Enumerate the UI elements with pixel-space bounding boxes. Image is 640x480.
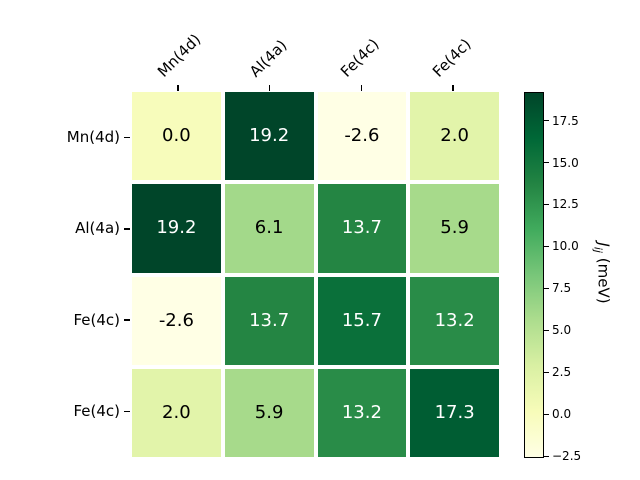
colorbar-tick-mark [544,203,549,206]
colorbar-tick-mark [544,119,549,122]
heatmap-grid: 0.0 19.2 -2.6 2.0 19.2 6.1 13.7 5.9 -2.6 13.7 15.7… [132,92,499,457]
heatmap-cell: 6.1 [224,184,314,273]
heatmap-cell: -2.6 [132,276,221,365]
colorbar-tick-mark [544,455,549,457]
y-tick-mark [124,319,130,321]
colorbar-tick-mark [544,371,549,373]
colorbar-tick-label: 2.5 [552,365,572,380]
heatmap-cell: 13.7 [317,184,407,273]
colorbar-tick-mark [544,161,549,164]
y-tick-label: Mn(4d) [66,128,120,147]
x-tick-mark [360,85,363,91]
heatmap-cell: 15.7 [317,276,407,365]
heatmap-cell: 13.2 [410,276,499,365]
colorbar-axis-label: Jij (meV) [592,242,613,303]
colorbar-tick-mark [544,245,549,248]
y-tick-label: Fe(4c) [73,310,120,329]
y-tick-mark [124,228,130,230]
colorbar-tick-label: 12.5 [552,197,579,212]
heatmap-cell: 2.0 [132,368,221,457]
x-tick-label: Fe(4c) [429,35,475,81]
colorbar-tick-label: 10.0 [552,239,579,254]
colorbar-label-unit: (meV) [594,252,613,304]
y-tick-mark [124,410,130,413]
colorbar-tick-mark [544,413,549,415]
heatmap-cell: 13.7 [224,276,314,365]
colorbar-tick-label: 7.5 [552,281,572,296]
y-tick-label: Fe(4c) [73,401,120,420]
heatmap-cell: 0.0 [132,92,221,181]
heatmap-cell: -2.6 [317,92,407,181]
x-tick-label: Fe(4c) [337,35,383,81]
colorbar-tick-label: 17.5 [552,113,579,128]
heatmap-cell: 5.9 [224,368,314,457]
heatmap-cell: 5.9 [410,184,499,273]
colorbar-gradient [524,92,544,458]
y-tick-label: Al(4a) [75,219,120,238]
heatmap-cell: 13.2 [317,368,407,457]
x-tick-mark [452,85,454,91]
y-tick-mark [124,136,130,139]
colorbar-tick-label: −2.5 [552,449,582,464]
x-tick-label: Mn(4d) [153,30,205,81]
colorbar-tick-mark [544,287,549,290]
colorbar-tick-label: 0.0 [552,407,572,422]
heatmap-cell: 19.2 [224,92,314,181]
colorbar-tick-label: 5.0 [552,323,572,338]
x-tick-mark [177,85,179,91]
heatmap-cell: 2.0 [410,92,499,181]
colorbar-tick-mark [544,329,549,331]
x-tick-mark [268,85,271,91]
heatmap-cell: 19.2 [132,184,221,273]
heatmap-cell: 17.3 [410,368,499,457]
colorbar-tick-label: 15.0 [552,155,579,170]
x-tick-label: Al(4a) [245,36,291,81]
